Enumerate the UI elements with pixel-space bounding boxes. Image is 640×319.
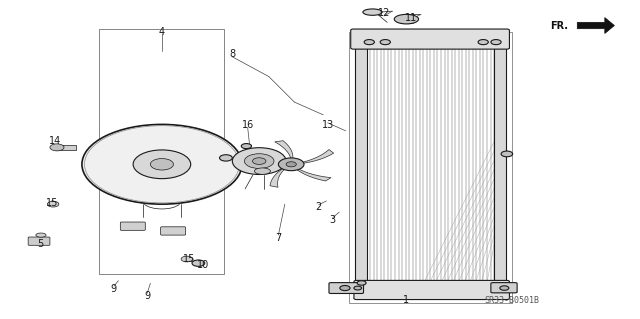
Circle shape [220,155,232,161]
Text: 9: 9 [144,291,150,301]
Circle shape [478,40,488,45]
Circle shape [241,144,252,149]
Text: 13: 13 [321,120,334,130]
FancyBboxPatch shape [55,145,76,150]
Text: 5: 5 [37,239,44,249]
Ellipse shape [394,14,419,24]
Ellipse shape [181,256,193,262]
Circle shape [354,286,362,290]
Ellipse shape [36,233,46,237]
Circle shape [501,151,513,157]
Text: 10: 10 [197,260,210,271]
Circle shape [82,124,242,204]
Circle shape [244,154,274,168]
Circle shape [491,40,501,45]
Circle shape [286,162,296,167]
Ellipse shape [47,201,59,207]
Text: 14: 14 [49,136,61,146]
Polygon shape [294,167,331,181]
Text: 16: 16 [241,120,254,130]
Circle shape [357,281,366,285]
Text: 1: 1 [403,295,410,305]
Circle shape [232,148,286,174]
Polygon shape [243,160,284,165]
Text: 3: 3 [330,215,336,225]
Text: 11: 11 [404,12,417,23]
Circle shape [50,144,64,151]
FancyBboxPatch shape [354,280,509,300]
Circle shape [340,286,350,291]
Ellipse shape [255,168,271,174]
FancyBboxPatch shape [28,237,50,245]
Text: 8: 8 [229,49,236,59]
FancyBboxPatch shape [120,222,145,230]
FancyBboxPatch shape [329,283,364,293]
Circle shape [192,260,205,266]
Polygon shape [275,141,293,160]
Text: 7: 7 [275,233,282,243]
FancyBboxPatch shape [161,227,186,235]
Circle shape [278,158,304,171]
Circle shape [364,40,374,45]
Text: 4: 4 [159,27,165,37]
Polygon shape [270,167,287,187]
Polygon shape [577,18,614,33]
FancyBboxPatch shape [351,29,509,49]
FancyBboxPatch shape [355,48,367,282]
Text: FR.: FR. [550,20,568,31]
Circle shape [253,158,266,165]
Text: 9: 9 [111,284,117,294]
Circle shape [133,150,191,179]
Polygon shape [298,150,333,164]
Bar [99,29,224,274]
Text: 2: 2 [316,202,322,212]
Circle shape [500,286,509,290]
Text: SR33-B0501B: SR33-B0501B [484,296,540,305]
FancyBboxPatch shape [494,48,506,282]
Circle shape [150,159,173,170]
FancyBboxPatch shape [491,283,517,293]
Ellipse shape [363,9,382,15]
Text: 15: 15 [45,197,58,208]
Circle shape [380,40,390,45]
Text: 12: 12 [378,8,390,19]
Text: 15: 15 [183,254,196,264]
Bar [349,32,512,303]
